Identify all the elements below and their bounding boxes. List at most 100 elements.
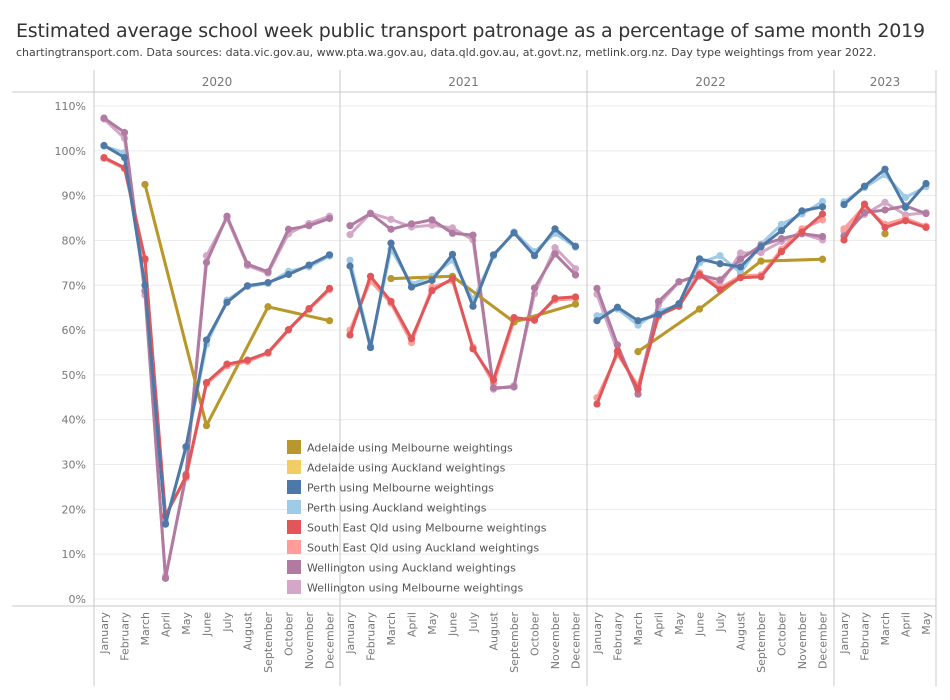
data-point[interactable] [510, 229, 518, 237]
data-point[interactable] [551, 225, 559, 233]
data-point[interactable] [325, 317, 334, 325]
data-point[interactable] [387, 239, 395, 247]
data-point[interactable] [860, 182, 869, 190]
legend[interactable]: Adelaide using Melbourne weightings Adela… [285, 438, 555, 596]
data-point[interactable] [243, 356, 252, 364]
data-point[interactable] [284, 326, 293, 334]
data-point[interactable] [100, 141, 108, 150]
data-point[interactable] [346, 222, 354, 230]
data-point[interactable] [510, 383, 518, 391]
data-point[interactable] [777, 235, 786, 243]
legend-item[interactable]: South East Qld using Melbourne weighting… [285, 518, 555, 536]
data-point[interactable] [613, 347, 622, 355]
data-point[interactable] [613, 303, 622, 311]
data-point[interactable] [593, 317, 601, 325]
data-point[interactable] [264, 303, 272, 311]
data-point[interactable] [366, 209, 375, 218]
data-point[interactable] [634, 317, 642, 325]
data-point[interactable] [818, 197, 827, 206]
data-point[interactable] [264, 278, 272, 287]
data-point[interactable] [141, 281, 149, 289]
data-point[interactable] [284, 270, 293, 279]
data-point[interactable] [243, 260, 252, 268]
data-point[interactable] [860, 200, 869, 208]
data-point[interactable] [243, 282, 252, 290]
data-point[interactable] [530, 252, 539, 260]
legend-item[interactable]: Perth using Auckland weightings [285, 498, 555, 516]
data-point[interactable] [489, 251, 498, 259]
data-point[interactable] [798, 207, 806, 215]
data-point[interactable] [284, 225, 293, 233]
data-point[interactable] [346, 331, 354, 339]
data-point[interactable] [736, 263, 745, 271]
data-point[interactable] [818, 255, 827, 263]
data-point[interactable] [654, 297, 663, 306]
data-point[interactable] [777, 226, 786, 235]
data-point[interactable] [551, 294, 559, 302]
data-point[interactable] [366, 272, 375, 280]
data-point[interactable] [346, 256, 354, 264]
data-point[interactable] [840, 225, 848, 233]
data-point[interactable] [305, 222, 313, 230]
data-point[interactable] [571, 271, 580, 279]
data-point[interactable] [695, 270, 704, 279]
data-point[interactable] [881, 206, 889, 214]
data-point[interactable] [120, 128, 129, 137]
data-point[interactable] [202, 421, 211, 430]
data-point[interactable] [223, 298, 231, 306]
data-point[interactable] [141, 180, 149, 189]
data-point[interactable] [818, 210, 827, 218]
legend-item[interactable]: Wellington using Melbourne weightings [285, 578, 555, 596]
data-point[interactable] [264, 348, 272, 357]
data-point[interactable] [161, 520, 170, 528]
data-point[interactable] [675, 278, 683, 286]
data-point[interactable] [571, 293, 580, 301]
data-point[interactable] [161, 574, 170, 582]
data-point[interactable] [901, 217, 910, 225]
data-point[interactable] [448, 274, 457, 283]
data-point[interactable] [675, 300, 683, 308]
legend-item[interactable]: Perth using Melbourne weightings [285, 478, 555, 496]
data-point[interactable] [202, 378, 211, 387]
data-point[interactable] [818, 203, 827, 211]
data-point[interactable] [448, 224, 457, 232]
data-point[interactable] [346, 262, 354, 270]
data-point[interactable] [325, 284, 334, 293]
data-point[interactable] [881, 223, 889, 232]
data-point[interactable] [120, 153, 129, 162]
data-point[interactable] [264, 268, 272, 276]
data-point[interactable] [387, 215, 395, 223]
data-point[interactable] [182, 472, 190, 480]
data-point[interactable] [716, 260, 724, 268]
data-point[interactable] [202, 258, 211, 267]
data-point[interactable] [530, 316, 539, 324]
legend-item[interactable]: South East Qld using Auckland weightings [285, 538, 555, 556]
data-point[interactable] [716, 286, 724, 294]
data-point[interactable] [634, 348, 642, 356]
data-point[interactable] [840, 201, 848, 209]
data-point[interactable] [325, 214, 334, 223]
legend-item[interactable]: Adelaide using Auckland weightings [285, 458, 555, 476]
data-point[interactable] [366, 343, 375, 352]
data-point[interactable] [840, 236, 848, 244]
data-point[interactable] [593, 312, 601, 320]
data-point[interactable] [777, 220, 786, 228]
data-point[interactable] [736, 255, 745, 263]
data-point[interactable] [182, 443, 190, 451]
data-point[interactable] [818, 232, 827, 241]
data-point[interactable] [469, 345, 477, 353]
data-point[interactable] [387, 297, 395, 306]
data-point[interactable] [593, 284, 601, 293]
data-point[interactable] [634, 385, 642, 393]
data-point[interactable] [634, 390, 642, 398]
data-point[interactable] [428, 221, 436, 229]
data-point[interactable] [448, 229, 457, 237]
data-point[interactable] [654, 310, 663, 319]
data-point[interactable] [407, 335, 416, 343]
data-point[interactable] [736, 274, 745, 282]
data-point[interactable] [757, 257, 765, 265]
data-point[interactable] [798, 228, 806, 236]
data-point[interactable] [551, 250, 559, 258]
data-point[interactable] [407, 220, 416, 228]
data-point[interactable] [571, 265, 580, 273]
